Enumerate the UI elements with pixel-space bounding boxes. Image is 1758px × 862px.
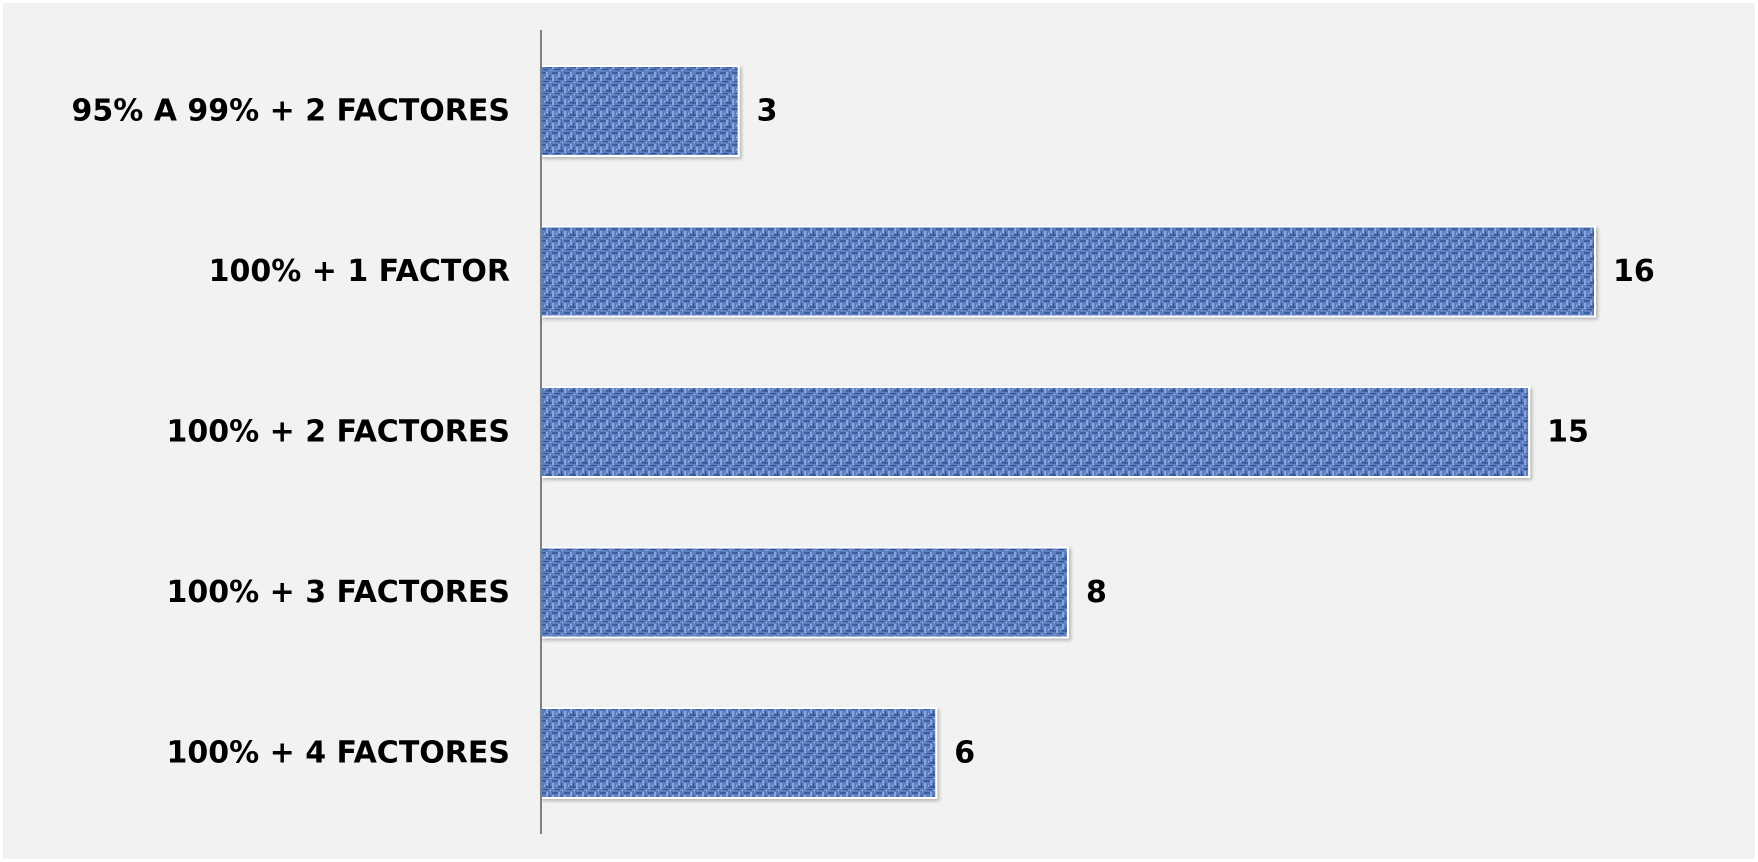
category-label-3: 100% + 3 FACTORES <box>167 575 510 610</box>
value-label-0: 3 <box>757 94 778 129</box>
bar-1 <box>540 225 1596 318</box>
bar-2 <box>540 386 1531 478</box>
bar-3 <box>540 546 1069 639</box>
value-label-2: 15 <box>1547 415 1589 450</box>
value-label-1: 16 <box>1613 254 1655 289</box>
category-label-0: 95% A 99% + 2 FACTORES <box>71 94 510 129</box>
bars-layer <box>540 65 1596 799</box>
category-label-1: 100% + 1 FACTOR <box>209 254 510 289</box>
bar-0 <box>540 65 740 157</box>
value-label-4: 6 <box>954 736 975 771</box>
category-label-4: 100% + 4 FACTORES <box>167 736 510 771</box>
category-label-2: 100% + 2 FACTORES <box>167 415 510 450</box>
bar-4 <box>540 707 938 799</box>
labels-layer: 95% A 99% + 2 FACTORES 3 100% + 1 FACTOR 16… <box>71 94 1654 771</box>
value-label-3: 8 <box>1086 575 1107 610</box>
